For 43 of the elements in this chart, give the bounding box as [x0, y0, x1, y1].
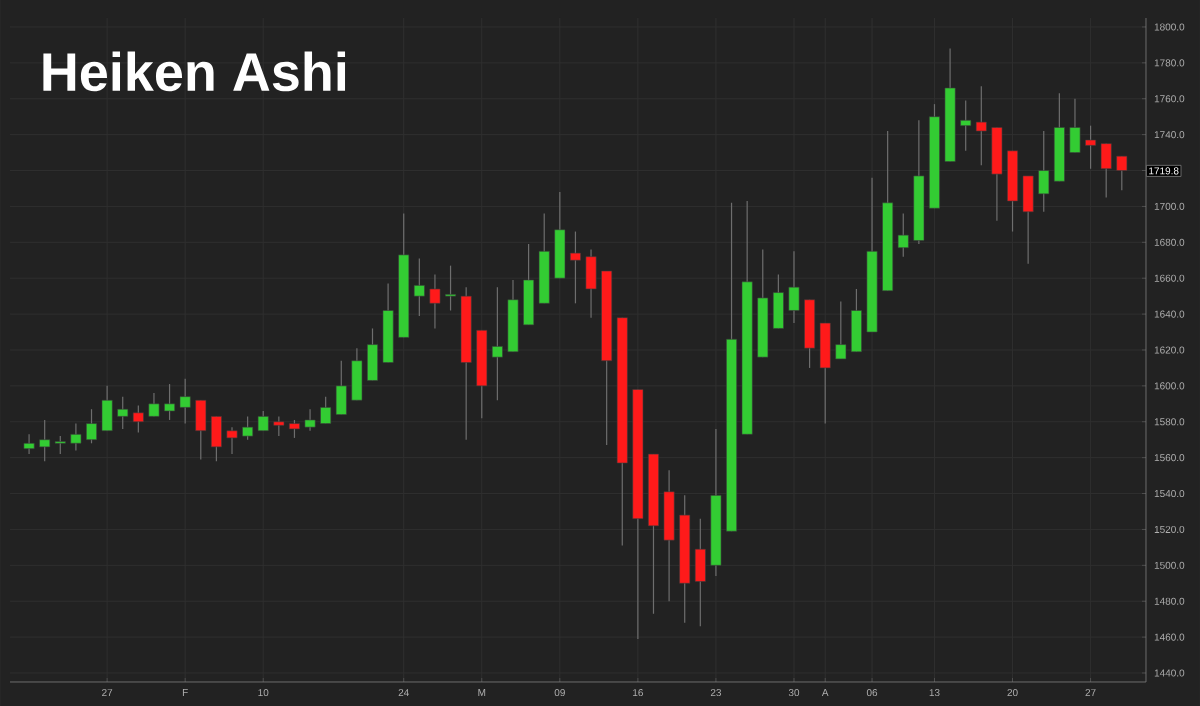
candlestick [367, 327, 378, 382]
candlestick [1022, 175, 1034, 265]
candlestick [86, 408, 97, 444]
candlestick [117, 396, 129, 430]
candlestick [273, 415, 285, 437]
candlestick [1116, 155, 1128, 191]
candlestick [850, 288, 862, 353]
candlestick [70, 422, 82, 452]
candlestick [569, 230, 581, 304]
candlestick [1069, 98, 1081, 154]
candlestick [413, 257, 425, 317]
candlestick [179, 378, 191, 425]
candlestick [242, 415, 254, 441]
candlestick [39, 419, 51, 462]
candlestick [164, 383, 176, 421]
candlestick [132, 405, 144, 434]
candlestick [23, 433, 35, 455]
candlestick [210, 415, 222, 462]
candlestick [351, 347, 363, 401]
candlestick [491, 286, 503, 401]
candlestick [304, 408, 316, 432]
candlestick [1100, 143, 1112, 199]
candlestick [195, 399, 207, 461]
candlestick [226, 426, 238, 455]
candlestick [335, 360, 347, 416]
candlestick [835, 300, 847, 360]
candlestick [429, 274, 441, 330]
candlestick [445, 265, 456, 312]
candlestick [772, 274, 784, 330]
candlestick [960, 99, 972, 152]
candlestick [1038, 130, 1050, 213]
candlestick [148, 392, 160, 417]
candlestick [320, 396, 332, 425]
candlestick [257, 410, 269, 432]
candlestick [897, 212, 909, 258]
candlestick [585, 248, 597, 319]
candlestick [991, 126, 1003, 222]
chart-title: Heiken Ashi [43, 51, 346, 92]
candlestick [694, 518, 706, 627]
candlestick [975, 85, 987, 166]
candlestick [788, 250, 800, 324]
candlestick [523, 243, 535, 326]
candlestick [819, 322, 831, 425]
